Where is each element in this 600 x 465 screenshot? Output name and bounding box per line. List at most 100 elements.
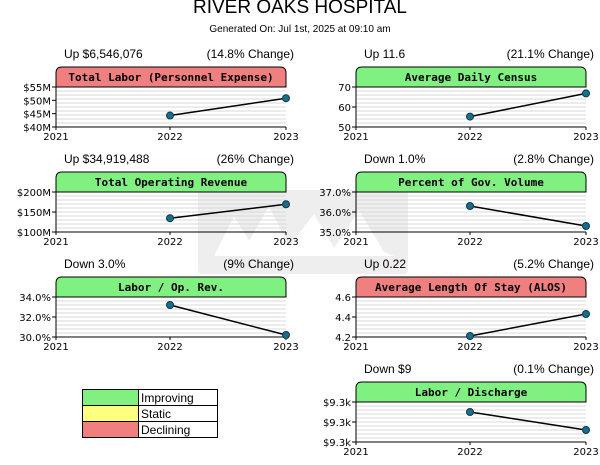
x-tick-label: 2023 xyxy=(573,342,598,353)
x-tick-label: 2023 xyxy=(273,237,298,248)
y-tick-label: $55M xyxy=(23,83,51,94)
y-tick-label: 35.0% xyxy=(319,228,351,239)
chart-panel-average-daily-census: Up 11.6 (21.1% Change) 50 60 70 2021 2022 202… xyxy=(338,47,600,143)
x-tick-label: 2021 xyxy=(43,342,68,353)
legend-label: Static xyxy=(138,405,218,422)
legend: Improving Static Declining xyxy=(82,389,218,438)
grid xyxy=(56,195,286,229)
data-point xyxy=(466,408,474,416)
y-tick-label: $9.3k xyxy=(323,398,351,409)
chart-title: Total Labor (Personnel Expense) xyxy=(68,71,273,84)
legend-item-static: Static xyxy=(82,405,218,422)
chart-title-banner xyxy=(355,276,587,298)
y-tick-label: 60 xyxy=(338,103,351,114)
data-point xyxy=(582,89,590,98)
generated-timestamp: Generated On: Jul 1st, 2025 at 09:10 am xyxy=(209,24,391,35)
y-tick-label: 70 xyxy=(338,83,351,94)
y-tick-label: $9.3k xyxy=(323,418,351,429)
y-tick-label: $50M xyxy=(23,96,51,107)
series-line xyxy=(469,313,587,337)
chart-title-banner xyxy=(355,171,587,193)
x-tick-label: 2021 xyxy=(43,132,68,143)
chart-title: Average Daily Census xyxy=(405,71,537,84)
page-title: RIVER OAKS HOSPITAL xyxy=(193,0,407,18)
y-tick-label: 4.4 xyxy=(335,313,351,324)
y-tick-label: 36.0% xyxy=(319,208,351,219)
legend-swatch xyxy=(82,421,139,438)
chart-title-banner xyxy=(55,171,287,193)
grid xyxy=(356,300,586,334)
data-point xyxy=(466,202,474,210)
series-line xyxy=(169,97,287,117)
chart-title: Average Length Of Stay (ALOS) xyxy=(375,281,567,294)
legend-swatch xyxy=(82,405,139,422)
data-point xyxy=(282,94,290,103)
y-tick-label: $100M xyxy=(17,228,51,239)
chart-title-banner xyxy=(55,276,287,298)
y-tick-label: 30.0% xyxy=(19,333,51,344)
y-tick-label: 37.0% xyxy=(319,188,351,199)
change-percent: (5.2% Change) xyxy=(513,257,594,271)
y-tick-label: $200M xyxy=(17,188,51,199)
change-amount: Down 3.0% xyxy=(64,257,126,271)
change-percent: (0.1% Change) xyxy=(513,362,594,376)
x-tick-label: 2022 xyxy=(457,447,482,458)
legend-swatch xyxy=(82,389,139,406)
x-tick-label: 2022 xyxy=(457,342,482,353)
legend-item-improving: Improving xyxy=(82,389,218,406)
chart-title: Percent of Gov. Volume xyxy=(398,176,544,189)
grid xyxy=(356,90,586,124)
data-point xyxy=(166,214,174,223)
y-tick-label: 32.0% xyxy=(19,313,51,324)
change-amount: Down $9 xyxy=(364,362,412,376)
x-tick-label: 2023 xyxy=(573,447,598,458)
chart-title: Labor / Discharge xyxy=(415,386,528,399)
line-chart: $40M $45M $50M $55M 2021 2022 2023 Total Labor … xyxy=(23,66,299,143)
change-percent: (26% Change) xyxy=(216,152,294,166)
data-point xyxy=(582,222,590,230)
x-tick-label: 2023 xyxy=(273,132,298,143)
series-line xyxy=(469,205,587,227)
line-chart: 4.2 4.4 4.6 2021 2022 2023 Average Length Of S… xyxy=(335,276,599,353)
x-tick-label: 2022 xyxy=(457,132,482,143)
chart-panel-average-length-of-stay: Up 0.22 (5.2% Change) 4.2 4.4 4.6 2021 2022 2… xyxy=(335,257,600,353)
change-percent: (2.8% Change) xyxy=(513,152,594,166)
chart-title-banner xyxy=(355,381,587,403)
x-tick-label: 2023 xyxy=(573,132,598,143)
line-chart: $100M $150M $200M 2021 2022 2023 Total Operati… xyxy=(17,171,299,248)
chart-panel-total-labor: Up $6,546,076 (14.8% Change) $40M $45M $50… xyxy=(23,47,304,143)
x-tick-label: 2021 xyxy=(343,237,368,248)
data-point xyxy=(466,332,474,340)
data-point xyxy=(282,200,290,209)
y-tick-label: $40M xyxy=(23,123,51,134)
data-point xyxy=(166,111,174,120)
y-tick-label: 34.0% xyxy=(19,293,51,304)
x-tick-label: 2022 xyxy=(157,132,182,143)
change-amount: Up $34,919,488 xyxy=(64,152,150,166)
change-amount: Up $6,546,076 xyxy=(64,47,143,61)
change-percent: (9% Change) xyxy=(223,257,294,271)
line-chart: 50 60 70 2021 2022 2023 Average Daily Census xyxy=(338,66,599,143)
x-tick-label: 2022 xyxy=(157,342,182,353)
legend-label: Improving xyxy=(138,389,218,406)
data-point xyxy=(582,310,590,318)
x-tick-label: 2022 xyxy=(157,237,182,248)
x-tick-label: 2023 xyxy=(273,342,298,353)
series-line xyxy=(469,411,587,431)
change-amount: Up 0.22 xyxy=(364,257,407,271)
legend-item-declining: Declining xyxy=(82,421,218,438)
data-point xyxy=(582,426,590,434)
chart-panel-labor-op-rev: Down 3.0% (9% Change) 30.0% 32.0% 34.0% 202… xyxy=(19,257,304,353)
change-percent: (14.8% Change) xyxy=(206,47,294,61)
line-chart: 30.0% 32.0% 34.0% 2021 2022 2023 Labor / Op. R… xyxy=(19,276,299,353)
chart-title-banner xyxy=(55,66,287,88)
x-tick-label: 2021 xyxy=(343,132,368,143)
series-line xyxy=(469,92,587,118)
x-tick-label: 2021 xyxy=(43,237,68,248)
chart-title: Total Operating Revenue xyxy=(95,176,248,189)
x-tick-label: 2022 xyxy=(457,237,482,248)
change-percent: (21.1% Change) xyxy=(506,47,594,61)
change-amount: Down 1.0% xyxy=(364,152,426,166)
chart-title-banner xyxy=(355,66,587,88)
